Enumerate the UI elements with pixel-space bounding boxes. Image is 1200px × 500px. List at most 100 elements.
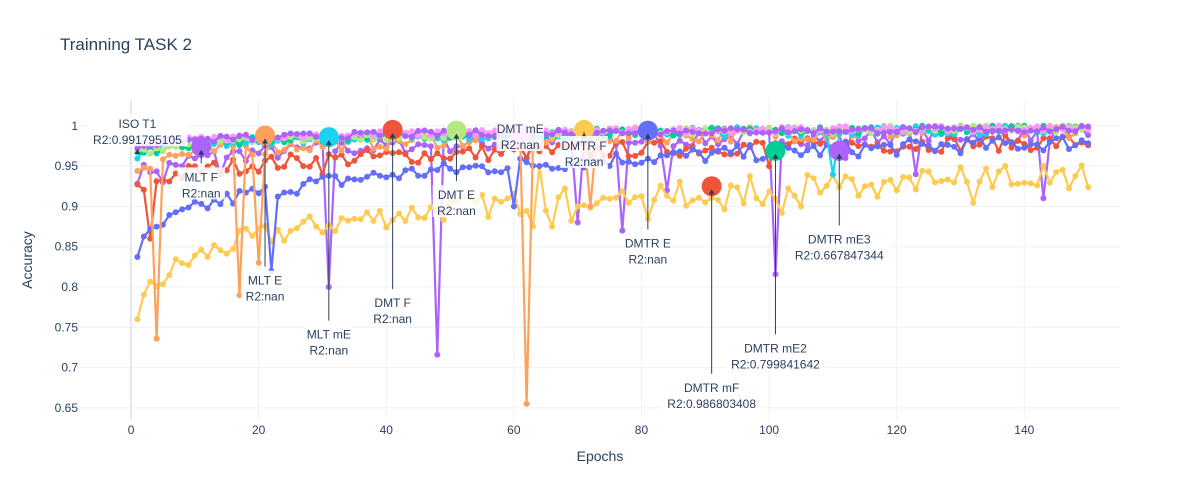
data-point — [932, 123, 938, 130]
data-point — [447, 165, 454, 172]
data-point — [351, 128, 358, 135]
data-point — [434, 128, 441, 135]
annotation-label: DMTR F — [561, 139, 606, 153]
data-point — [421, 150, 428, 157]
data-point — [376, 132, 383, 139]
data-point — [479, 191, 485, 198]
data-point — [459, 164, 466, 171]
data-point — [887, 129, 894, 135]
data-point — [1059, 123, 1066, 130]
data-point — [670, 127, 677, 134]
data-point — [900, 124, 907, 131]
data-point — [1059, 134, 1066, 141]
data-point — [498, 198, 505, 205]
annotation-label: DMTR E — [625, 237, 671, 251]
data-point — [1021, 144, 1028, 151]
data-point — [1027, 147, 1034, 154]
annotation-r2: R2:nan — [629, 253, 668, 267]
annotation-label: ISO T1 — [119, 117, 157, 131]
data-point — [1034, 141, 1041, 148]
data-point — [1002, 163, 1009, 169]
data-point — [740, 200, 747, 207]
data-point — [338, 182, 345, 188]
data-point — [351, 150, 358, 157]
data-point — [868, 125, 875, 132]
data-point — [561, 129, 568, 136]
data-point — [217, 201, 224, 208]
data-point — [1034, 123, 1041, 130]
data-point — [619, 159, 626, 166]
data-point — [421, 127, 428, 134]
data-point — [274, 154, 281, 161]
data-point — [912, 146, 919, 152]
data-point — [734, 143, 741, 149]
data-point — [715, 126, 721, 133]
data-point — [625, 139, 632, 146]
data-point — [734, 150, 741, 157]
data-point — [166, 159, 173, 166]
data-point — [472, 132, 479, 139]
data-point — [836, 128, 843, 135]
data-point — [415, 132, 422, 139]
data-point — [625, 130, 632, 137]
data-point — [740, 153, 747, 160]
data-point — [338, 147, 345, 154]
data-point — [332, 173, 339, 179]
data-point — [989, 137, 996, 144]
data-point — [855, 126, 862, 133]
data-point — [766, 188, 773, 195]
data-point — [1034, 128, 1041, 135]
data-point — [810, 136, 817, 143]
x-axis-title: Epochs — [577, 448, 624, 464]
data-point — [619, 139, 626, 145]
data-point — [440, 216, 447, 223]
data-point — [759, 139, 766, 146]
data-point — [1008, 181, 1015, 188]
data-point — [970, 126, 977, 133]
data-point — [970, 139, 977, 146]
data-point — [683, 127, 690, 134]
data-point — [817, 152, 824, 159]
data-point — [357, 216, 364, 223]
data-point — [995, 147, 1002, 154]
data-point — [817, 125, 824, 132]
annotation-r2: R2:0.667847344 — [795, 248, 884, 262]
data-point — [555, 165, 562, 171]
data-point — [861, 125, 868, 132]
data-point — [300, 134, 307, 141]
data-point — [287, 151, 294, 158]
data-point — [574, 219, 581, 226]
data-point — [402, 167, 409, 174]
data-point — [727, 182, 734, 189]
data-point — [555, 127, 562, 134]
data-point — [293, 146, 300, 153]
data-point — [504, 165, 511, 172]
data-point — [695, 138, 702, 145]
data-point — [912, 129, 919, 136]
data-point — [957, 150, 964, 157]
data-point — [676, 178, 683, 185]
data-point — [983, 144, 989, 151]
data-point — [740, 126, 747, 133]
data-point — [804, 172, 811, 178]
data-point — [951, 143, 958, 150]
annotation-arrowhead — [134, 148, 141, 154]
data-point — [689, 136, 696, 143]
data-point — [376, 143, 383, 150]
x-tick-label: 0 — [128, 423, 135, 437]
data-point — [944, 125, 951, 132]
data-point — [472, 154, 479, 161]
data-point — [721, 144, 728, 151]
highlight-marker — [765, 140, 786, 161]
data-point — [938, 178, 945, 184]
data-point — [683, 145, 690, 152]
data-point — [638, 193, 645, 200]
annotation-label: DMTR mE3 — [808, 232, 871, 246]
data-point — [798, 152, 804, 159]
data-point — [753, 138, 760, 145]
data-point — [1066, 185, 1072, 192]
data-point — [727, 138, 734, 145]
y-tick-label: 1 — [71, 119, 78, 133]
highlight-marker — [382, 119, 403, 140]
data-point — [855, 137, 862, 144]
